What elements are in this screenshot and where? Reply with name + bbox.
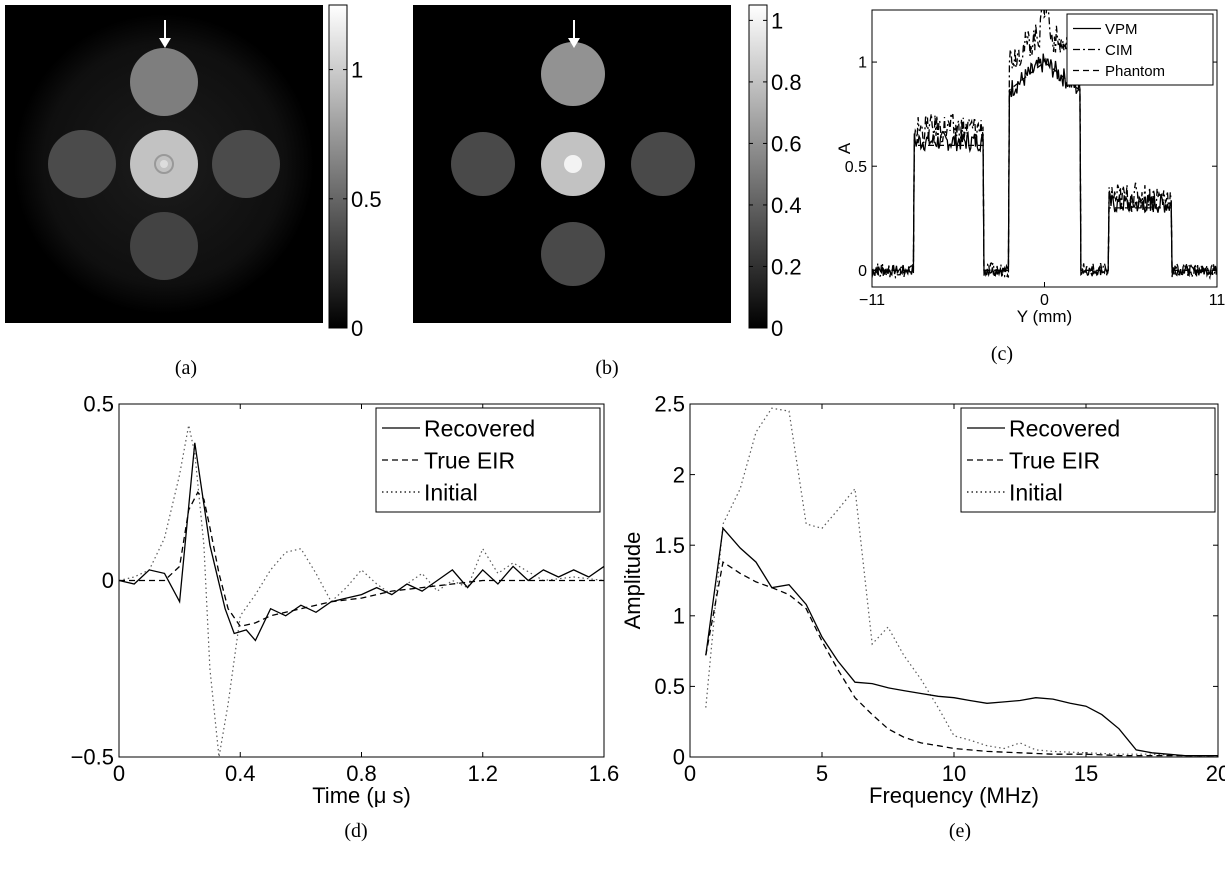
colorbar-a-ticks: 10.50 [329, 58, 382, 341]
chart-e-series-true-eir [705, 561, 1218, 757]
chart-e: 0 5 10 15 20 0 0.5 1 1.5 2 2.5 Frequency (MHz) Ampli… [620, 392, 1225, 842]
chart-e-xtick-label: 5 [816, 761, 828, 786]
chart-d-xtick-label: 0.4 [225, 761, 256, 786]
colorbar-b-tick-label: 0 [771, 316, 783, 341]
image-a-center-dot [160, 160, 168, 168]
chart-d-legend-label: True EIR [424, 447, 515, 473]
caption-e: (e) [949, 820, 971, 842]
caption-b: (b) [595, 357, 618, 379]
chart-e-ylabel: Amplitude [620, 532, 645, 630]
image-a-disk-left [48, 130, 116, 198]
chart-d-legend-label: Initial [424, 479, 478, 505]
chart-c-ytick-label: 0 [858, 263, 867, 280]
chart-c-series-phantom [872, 61, 1217, 271]
colorbar-b-tick-label: 0.6 [771, 131, 802, 156]
colorbar-b [748, 4, 768, 329]
chart-e-ytick-label: 1.5 [654, 533, 685, 558]
chart-c-plot-area [872, 10, 1217, 281]
chart-e-ytick-label: 2.5 [654, 392, 685, 417]
colorbar-b-tick-label: 1 [771, 8, 783, 33]
image-a-disk-top [130, 48, 198, 116]
image-a-marker-label: Y [161, 7, 169, 19]
chart-c-ylabel: A [835, 142, 854, 154]
chart-e-ytick-label: 0.5 [654, 674, 685, 699]
chart-e-xtick-label: 15 [1074, 761, 1098, 786]
caption-d: (d) [344, 820, 367, 842]
panel-a: Y 10.50 (a) [5, 4, 382, 379]
colorbar-a [328, 4, 348, 329]
image-a-marker: Y [159, 7, 171, 48]
chart-d-series-true-eir [119, 491, 604, 628]
chart-c-legend-label: VPM [1105, 21, 1138, 38]
chart-c-ytick-label: 1 [858, 55, 867, 72]
colorbar-b-ticks: 1 0.8 0.6 0.4 0.2 0 [749, 8, 802, 341]
panel-b: Y 1 0.8 0.6 0.4 0.2 0 (b) [413, 4, 802, 379]
caption-c: (c) [991, 343, 1013, 365]
image-b-disk-top [541, 42, 605, 106]
chart-c-xtick-label: −11 [859, 292, 885, 309]
image-b-disk-right [631, 132, 695, 196]
chart-e-xlabel: Frequency (MHz) [869, 783, 1039, 808]
chart-d-ytick-label: −0.5 [71, 745, 114, 770]
chart-d-xtick-label: 0.8 [346, 761, 377, 786]
chart-e-legend-label: Initial [1009, 479, 1063, 505]
chart-c-series-vpm [872, 53, 1217, 278]
chart-d-ytick-label: 0.5 [83, 392, 114, 417]
chart-c: −11 0 11 0 0.5 1 Y (mm) A VPM CIM Phantom (c) [835, 9, 1225, 365]
chart-e-xtick-label: 20 [1206, 761, 1225, 786]
chart-e-legend-label: True EIR [1009, 447, 1100, 473]
colorbar-a-tick-label: 0 [351, 316, 363, 341]
caption-a: (a) [175, 357, 197, 379]
chart-e-ytick-label: 0 [673, 745, 685, 770]
image-b-disk-center-core [564, 155, 582, 173]
chart-d-plot-area [119, 425, 604, 757]
chart-d-xlabel: Time (μ s) [312, 783, 411, 808]
image-a-disk-right [212, 130, 280, 198]
chart-e-series-recovered [705, 526, 1218, 757]
image-b-marker-label: Y [570, 7, 578, 19]
image-b-disk-left [451, 132, 515, 196]
chart-d-ytick-label: 0 [102, 568, 114, 593]
chart-d-xtick-label: 0 [113, 761, 125, 786]
image-a-center-ring [154, 154, 174, 174]
chart-c-xtick-label: 11 [1209, 292, 1225, 309]
chart-d-legend: Recovered True EIR Initial [375, 407, 601, 513]
chart-e-xtick-label: 0 [684, 761, 696, 786]
image-a-disks [48, 48, 280, 280]
image-b-marker: Y [568, 7, 580, 48]
chart-e-plot-area [705, 407, 1218, 757]
chart-c-ytick-label: 0.5 [845, 159, 867, 176]
chart-e-legend: Recovered True EIR Initial [960, 407, 1216, 513]
colorbar-a-tick-label: 1 [351, 58, 363, 83]
chart-e-ytick-label: 1 [673, 604, 685, 629]
chart-d-series-recovered [119, 442, 604, 642]
chart-c-legend-label: Phantom [1105, 63, 1165, 80]
chart-e-legend-label: Recovered [1009, 415, 1120, 441]
chart-e-legend-box [960, 407, 1216, 513]
colorbar-a-tick-label: 0.5 [351, 187, 382, 212]
chart-d-xtick-label: 1.6 [589, 761, 620, 786]
colorbar-b-tick-label: 0.2 [771, 254, 802, 279]
image-a-disk-bottom [130, 212, 198, 280]
chart-c-legend: VPM CIM Phantom [1066, 13, 1214, 86]
chart-c-xlabel: Y (mm) [1017, 307, 1072, 326]
chart-c-xtick-label: 0 [1040, 292, 1049, 309]
image-b-disk-bottom [541, 222, 605, 286]
chart-e-series-initial [705, 407, 1218, 757]
chart-e-xtick-label: 10 [942, 761, 966, 786]
colorbar-b-tick-label: 0.4 [771, 193, 802, 218]
chart-c-legend-label: CIM [1105, 42, 1133, 59]
chart-d-legend-label: Recovered [424, 415, 535, 441]
chart-e-ytick-label: 2 [673, 462, 685, 487]
chart-c-series-cim [872, 10, 1217, 281]
colorbar-b-tick-label: 0.8 [771, 70, 802, 95]
image-b-disks [451, 42, 695, 286]
chart-d-xtick-label: 1.2 [467, 761, 498, 786]
